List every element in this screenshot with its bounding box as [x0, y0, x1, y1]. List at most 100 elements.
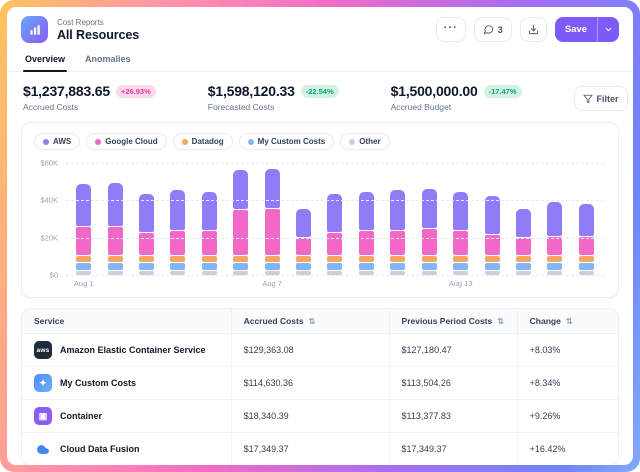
kpi-delta-badge: +26.93% [115, 84, 156, 98]
service-name: Container [60, 411, 103, 421]
bar-segment [170, 262, 186, 271]
table-row[interactable]: ▣ Container $18,340.39 $113,377.83 +9.26% [22, 399, 618, 432]
bar-segment [170, 189, 186, 230]
breadcrumb[interactable]: Cost Reports [57, 17, 104, 27]
stacked-bar[interactable] [233, 170, 249, 275]
sort-icon[interactable]: ⇅ [565, 316, 573, 326]
tab-overview[interactable]: Overview [23, 49, 68, 72]
bar-segment [264, 169, 280, 208]
column-label: Accrued Costs [243, 316, 304, 326]
column-header[interactable]: Change ⇅ [516, 309, 618, 333]
bar-segment [358, 256, 374, 262]
legend-dot-icon [349, 138, 356, 145]
bar-segment [453, 191, 469, 230]
x-tick-label: Aug 7 [262, 279, 282, 288]
bar-segment [484, 234, 500, 256]
stacked-bar[interactable] [515, 209, 531, 275]
aws-icon: aws [34, 341, 52, 359]
stacked-bar[interactable] [264, 169, 280, 275]
kpi-value: $1,237,883.65 [23, 83, 110, 99]
column-header[interactable]: Accrued Costs ⇅ [230, 309, 389, 333]
bar-segment [264, 208, 280, 256]
bar-segment [421, 229, 437, 256]
x-tick-label [351, 279, 382, 288]
custom-costs-icon: ✦ [34, 374, 52, 392]
kpi-delta-badge: -17.47% [483, 84, 522, 98]
save-divider [597, 17, 598, 42]
x-tick-label [382, 279, 413, 288]
y-tick-label: $80K [40, 158, 58, 168]
table-row[interactable]: aws Amazon Elastic Container Service $129,… [22, 334, 618, 366]
x-tick-label [99, 279, 130, 288]
bar-segment [578, 256, 594, 262]
previous-period-cell: $127,180.47 [388, 334, 517, 366]
stacked-bar[interactable] [578, 203, 594, 275]
kpi-label: Accrued Budget [390, 102, 452, 112]
kpi-delta-badge: -22.54% [300, 84, 339, 98]
filter-button[interactable]: Filter [573, 86, 628, 111]
bar-segment [296, 238, 312, 256]
bar-segment [390, 189, 406, 230]
bar-segment [327, 232, 343, 256]
sort-icon[interactable]: ⇅ [497, 316, 504, 326]
x-axis-labels: Aug 1 Aug 7 Aug 13 [66, 275, 604, 295]
legend-item[interactable]: AWS [34, 133, 81, 150]
bar-segment [201, 271, 217, 275]
table-row[interactable]: Cloud Data Fusion $17,349.37 $17,349.37 +16… [22, 432, 618, 465]
legend-label: Google Cloud [105, 137, 158, 146]
app-window: Cost Reports All Resources ··· 3 [7, 7, 633, 465]
comments-count: 3 [497, 24, 503, 35]
legend-dot-icon [181, 138, 188, 145]
comment-bubble-icon [483, 25, 493, 35]
legend-item[interactable]: Other [340, 133, 390, 150]
stacked-bar[interactable] [76, 184, 92, 275]
x-tick-label [571, 279, 602, 288]
sort-icon[interactable]: ⇅ [308, 316, 316, 326]
stacked-bar[interactable] [296, 209, 312, 275]
bar-segment [264, 271, 280, 275]
more-button[interactable]: ··· [435, 17, 466, 42]
kpi-accrued-budget: $1,500,000.00 -17.47% Accrued Budget [391, 83, 522, 112]
service-name: Cloud Data Fusion [60, 444, 140, 454]
stacked-bar[interactable] [107, 183, 123, 275]
stacked-bar[interactable] [358, 191, 374, 275]
bar-segment [296, 256, 312, 262]
previous-period-cell: $17,349.37 [388, 433, 517, 465]
save-dropdown[interactable] [598, 25, 619, 34]
chart-legend: AWS Google Cloud Datadog My Custom Costs Oth… [34, 133, 606, 150]
y-tick-label: $0 [49, 270, 58, 280]
download-button[interactable] [519, 17, 547, 42]
column-header[interactable]: Service [22, 309, 231, 333]
legend-item[interactable]: Datadog [172, 133, 233, 150]
column-header[interactable]: Previous Period Costs ⇅ [388, 309, 517, 333]
service-cell: ▣ Container [22, 400, 231, 432]
stacked-bar[interactable] [484, 196, 500, 275]
stacked-bar[interactable] [453, 191, 469, 275]
chart-area: $80K $40K $20K $0 Aug 1 Aug 7 Aug 13 [34, 159, 606, 295]
services-table: Service Accrued Costs ⇅ Previous Period Cos… [21, 308, 619, 465]
tab-anomalies[interactable]: Anomalies [85, 54, 131, 64]
stacked-bar[interactable] [201, 191, 217, 275]
table-body: aws Amazon Elastic Container Service $129,… [22, 334, 618, 465]
stacked-bar[interactable] [139, 193, 155, 275]
bar-segment [547, 236, 563, 256]
table-row[interactable]: ✦ My Custom Costs $114,630.36 $113,504.26 +8… [22, 366, 618, 399]
bar-segment [578, 262, 594, 271]
stacked-bar[interactable] [327, 193, 343, 275]
stacked-bar[interactable] [421, 188, 437, 275]
stacked-bar[interactable] [390, 189, 406, 275]
stacked-bar[interactable] [547, 201, 563, 275]
legend-item[interactable]: Google Cloud [86, 133, 167, 150]
bar-segment [358, 271, 374, 275]
save-button[interactable]: Save [554, 17, 619, 42]
table-header: Service Accrued Costs ⇅ Previous Period Cos… [22, 309, 618, 334]
x-tick-label [319, 279, 350, 288]
bar-segment [327, 271, 343, 275]
bar-segment [76, 256, 92, 262]
previous-period-cell: $113,377.83 [388, 400, 517, 432]
gridline [66, 163, 604, 164]
bar-segment [390, 230, 406, 256]
legend-item[interactable]: My Custom Costs [238, 133, 335, 150]
stacked-bar[interactable] [170, 189, 186, 275]
comments-button[interactable]: 3 [473, 17, 512, 42]
